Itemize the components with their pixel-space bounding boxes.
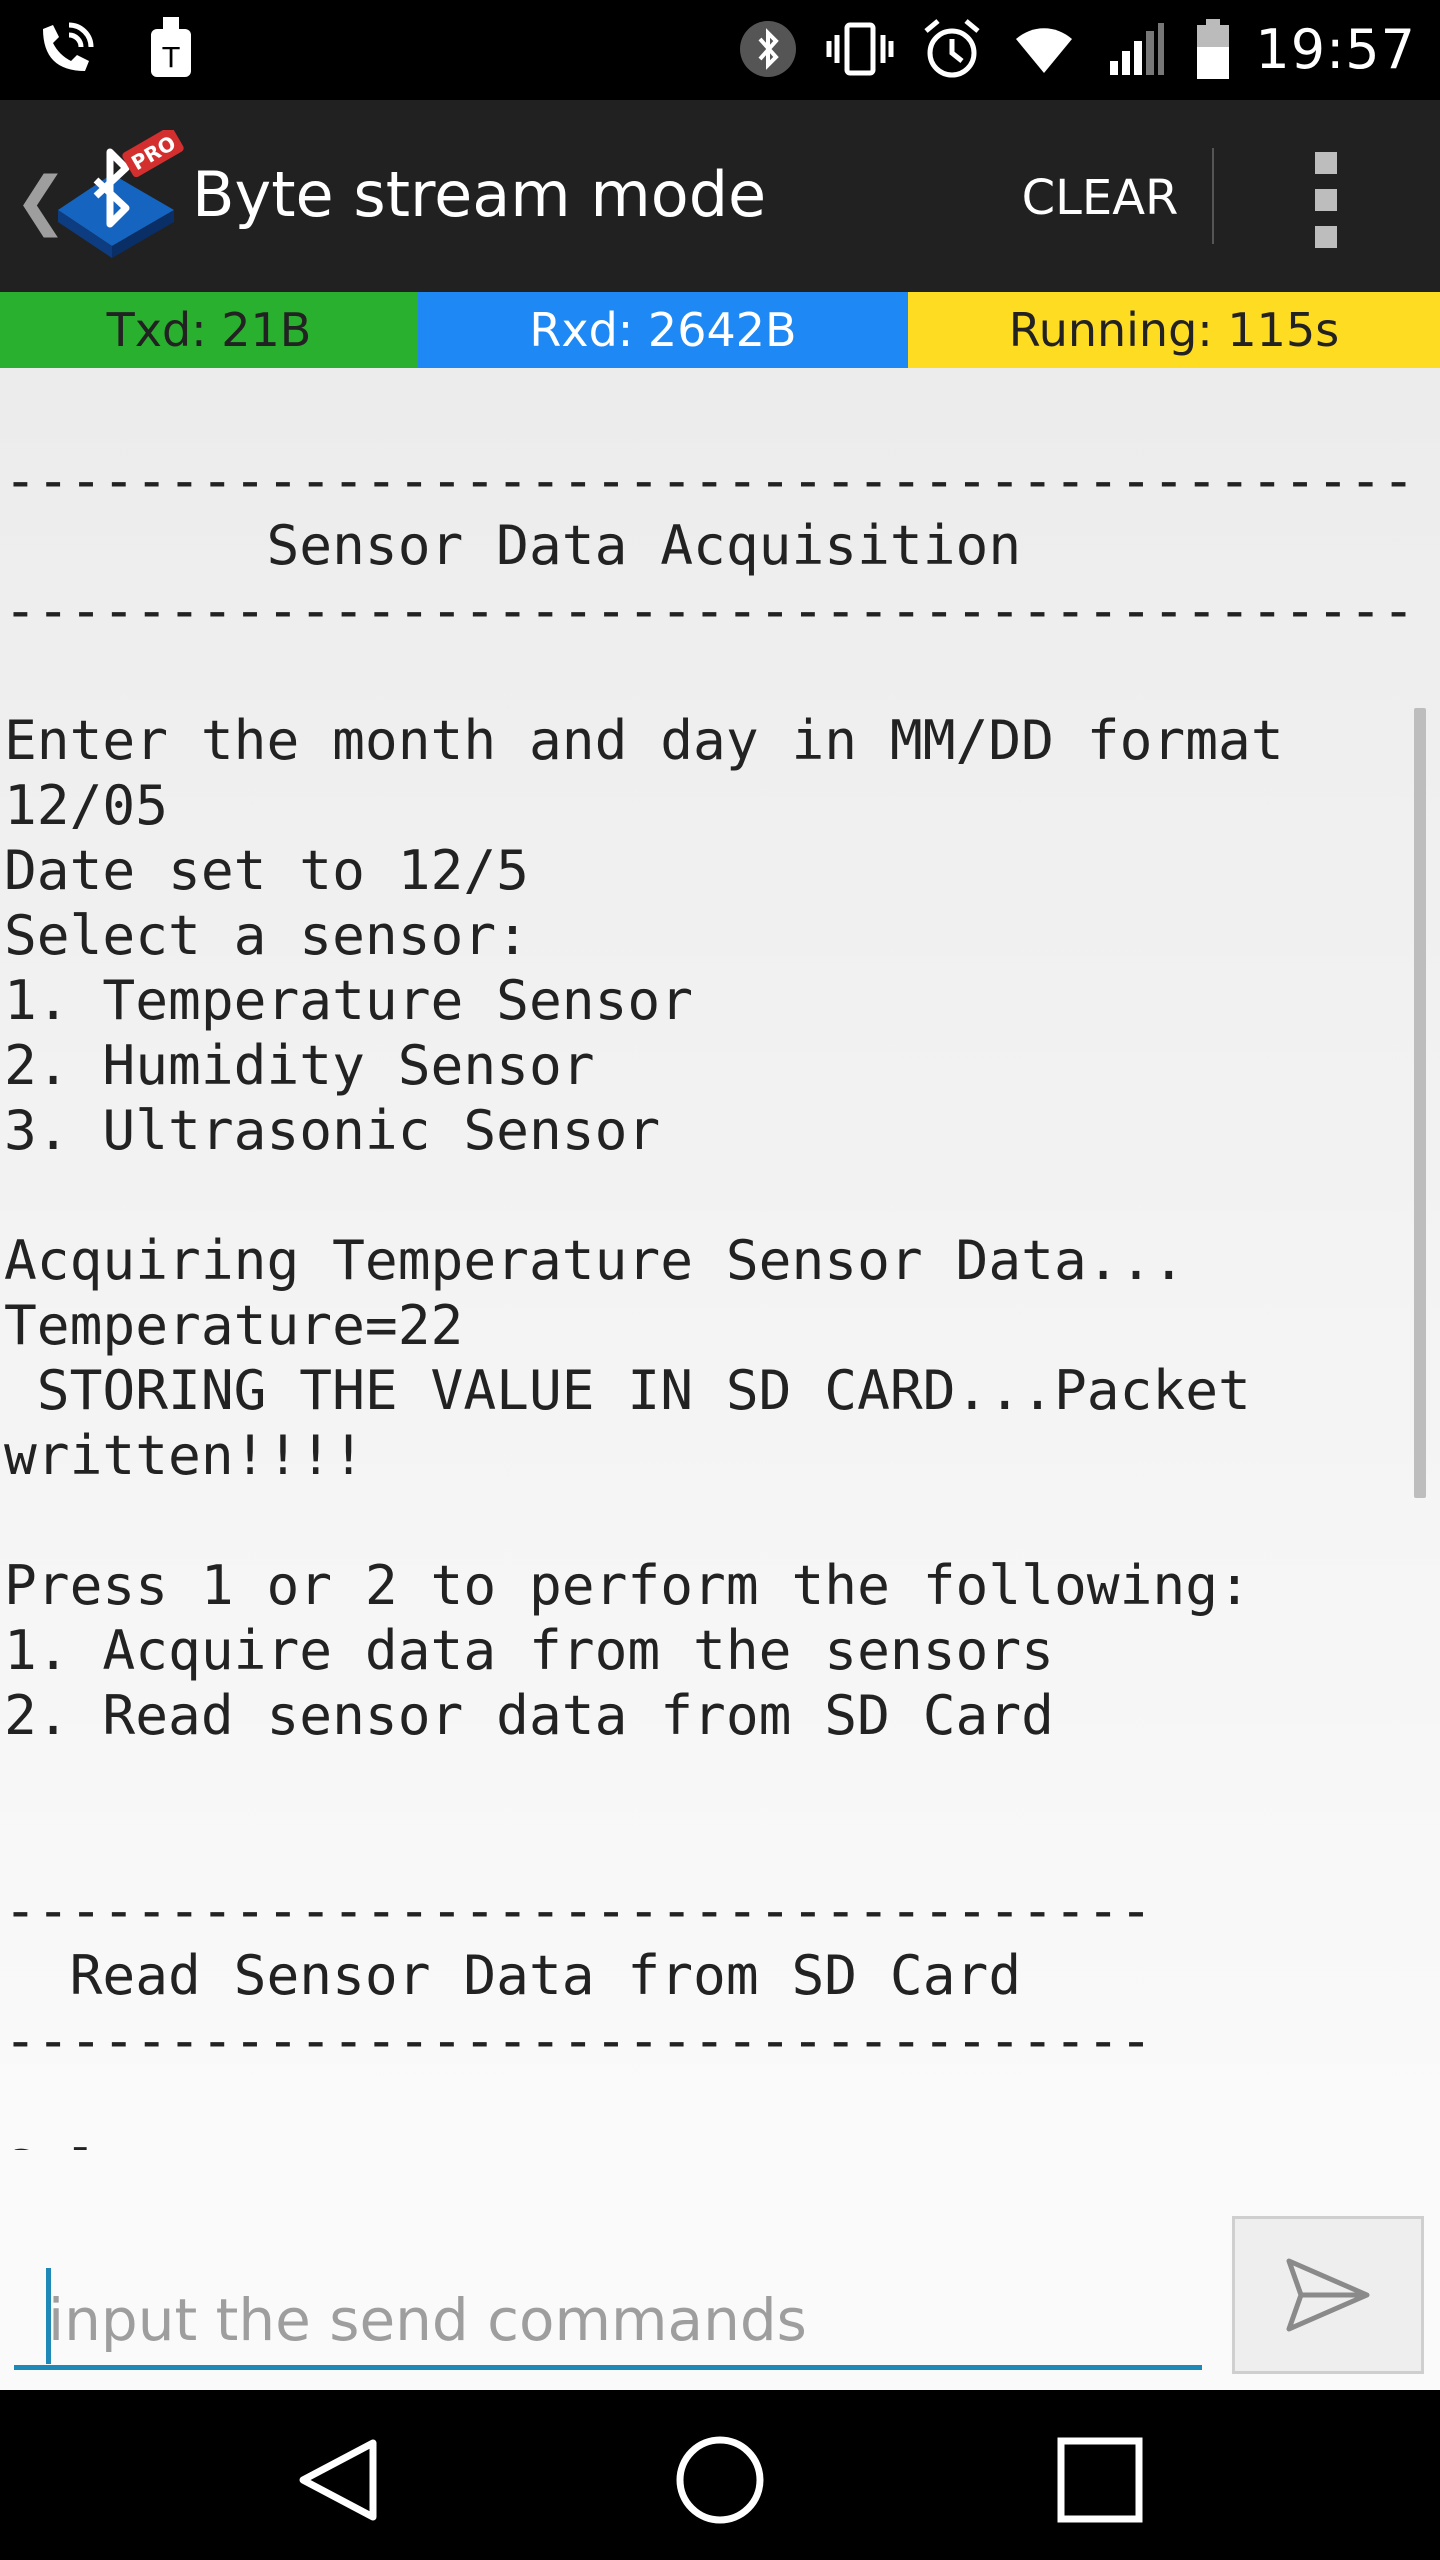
status-bar: T 19:57 (0, 0, 1440, 100)
terminal-line: ----------------------------------------… (4, 448, 1415, 512)
running-timer: Running: 115s (908, 292, 1440, 368)
divider (1212, 148, 1214, 244)
svg-text:T: T (161, 41, 180, 74)
send-icon (1286, 2258, 1370, 2332)
terminal-line: Select a sensor: (4, 903, 529, 967)
terminal-line: 2. Read sensor data from SD Card (4, 1683, 1054, 1747)
wifi-calling-icon (30, 14, 100, 84)
app-logo[interactable]: PRO (48, 126, 184, 266)
bluetooth-icon (733, 14, 803, 84)
terminal-line: 3. Ultrasonic Sensor (4, 1098, 661, 1162)
terminal-line: Sensor Data Acquisition (4, 513, 1022, 577)
send-button[interactable] (1232, 2216, 1424, 2374)
alarm-icon (917, 14, 987, 84)
clear-button[interactable]: CLEAR (1000, 166, 1200, 230)
terminal-line (4, 643, 1424, 708)
battery-icon (1193, 14, 1233, 84)
overflow-menu-icon[interactable] (1296, 152, 1356, 248)
terminal-output[interactable]: ----------------------------------- -----… (0, 368, 1440, 2150)
terminal-line: Select (4, 2138, 1424, 2150)
terminal-line: Date set to 12/5 (4, 838, 529, 902)
scrollbar[interactable] (1414, 708, 1426, 1498)
terminal-line: Temperature=22 (4, 1293, 464, 1357)
terminal-line (4, 1813, 1424, 1878)
terminal-line: written!!!! (4, 1423, 365, 1487)
home-button[interactable] (660, 2430, 780, 2530)
terminal-line: ----------------------------------------… (4, 578, 1415, 642)
terminal-line: Read Sensor Data from SD Card (4, 1943, 1022, 2007)
recents-square-icon (1057, 2437, 1143, 2523)
vibrate-icon (825, 14, 895, 84)
action-bar: ❮ PRO Byte stream mode CLEAR (0, 100, 1440, 292)
back-triangle-icon (299, 2439, 377, 2521)
terminal-line (4, 2073, 1424, 2138)
stats-bar: Txd: 21B Rxd: 2642B Running: 115s (0, 292, 1440, 368)
terminal-line: 12/05 (4, 773, 169, 837)
text-cursor (46, 2268, 51, 2364)
terminal-text: ----------------------------------- -----… (4, 448, 1424, 2150)
terminal-line: ----------------------------------- (4, 2008, 1153, 2072)
terminal-line: ----------------------------------- (4, 1878, 1153, 1942)
terminal-line: Press 1 or 2 to perform the following: (4, 1553, 1251, 1617)
terminal-line (4, 1163, 1424, 1228)
clock: 19:57 (1255, 17, 1416, 81)
rxd-counter: Rxd: 2642B (418, 292, 908, 368)
terminal-line (4, 1488, 1424, 1553)
notification-app-icon: T (134, 14, 204, 84)
wifi-icon (1009, 14, 1079, 84)
command-input[interactable] (14, 2274, 1202, 2370)
back-button[interactable] (280, 2430, 400, 2530)
txd-counter: Txd: 21B (0, 292, 418, 368)
terminal-line: Enter the month and day in MM/DD format (4, 708, 1284, 772)
recents-button[interactable] (1040, 2430, 1160, 2530)
terminal-line: Acquiring Temperature Sensor Data... (4, 1228, 1186, 1292)
terminal-line: 1. Acquire data from the sensors (4, 1618, 1054, 1682)
back-chevron-icon[interactable]: ❮ (14, 164, 68, 238)
terminal-line: STORING THE VALUE IN SD CARD...Packet (4, 1358, 1251, 1422)
input-bar (0, 2150, 1440, 2390)
page-title: Byte stream mode (192, 158, 767, 231)
navigation-bar (0, 2390, 1440, 2560)
terminal-line (4, 1748, 1424, 1813)
terminal-line: 2. Humidity Sensor (4, 1033, 595, 1097)
terminal-line: 1. Temperature Sensor (4, 968, 694, 1032)
home-circle-icon (676, 2436, 764, 2524)
signal-icon (1101, 14, 1171, 84)
